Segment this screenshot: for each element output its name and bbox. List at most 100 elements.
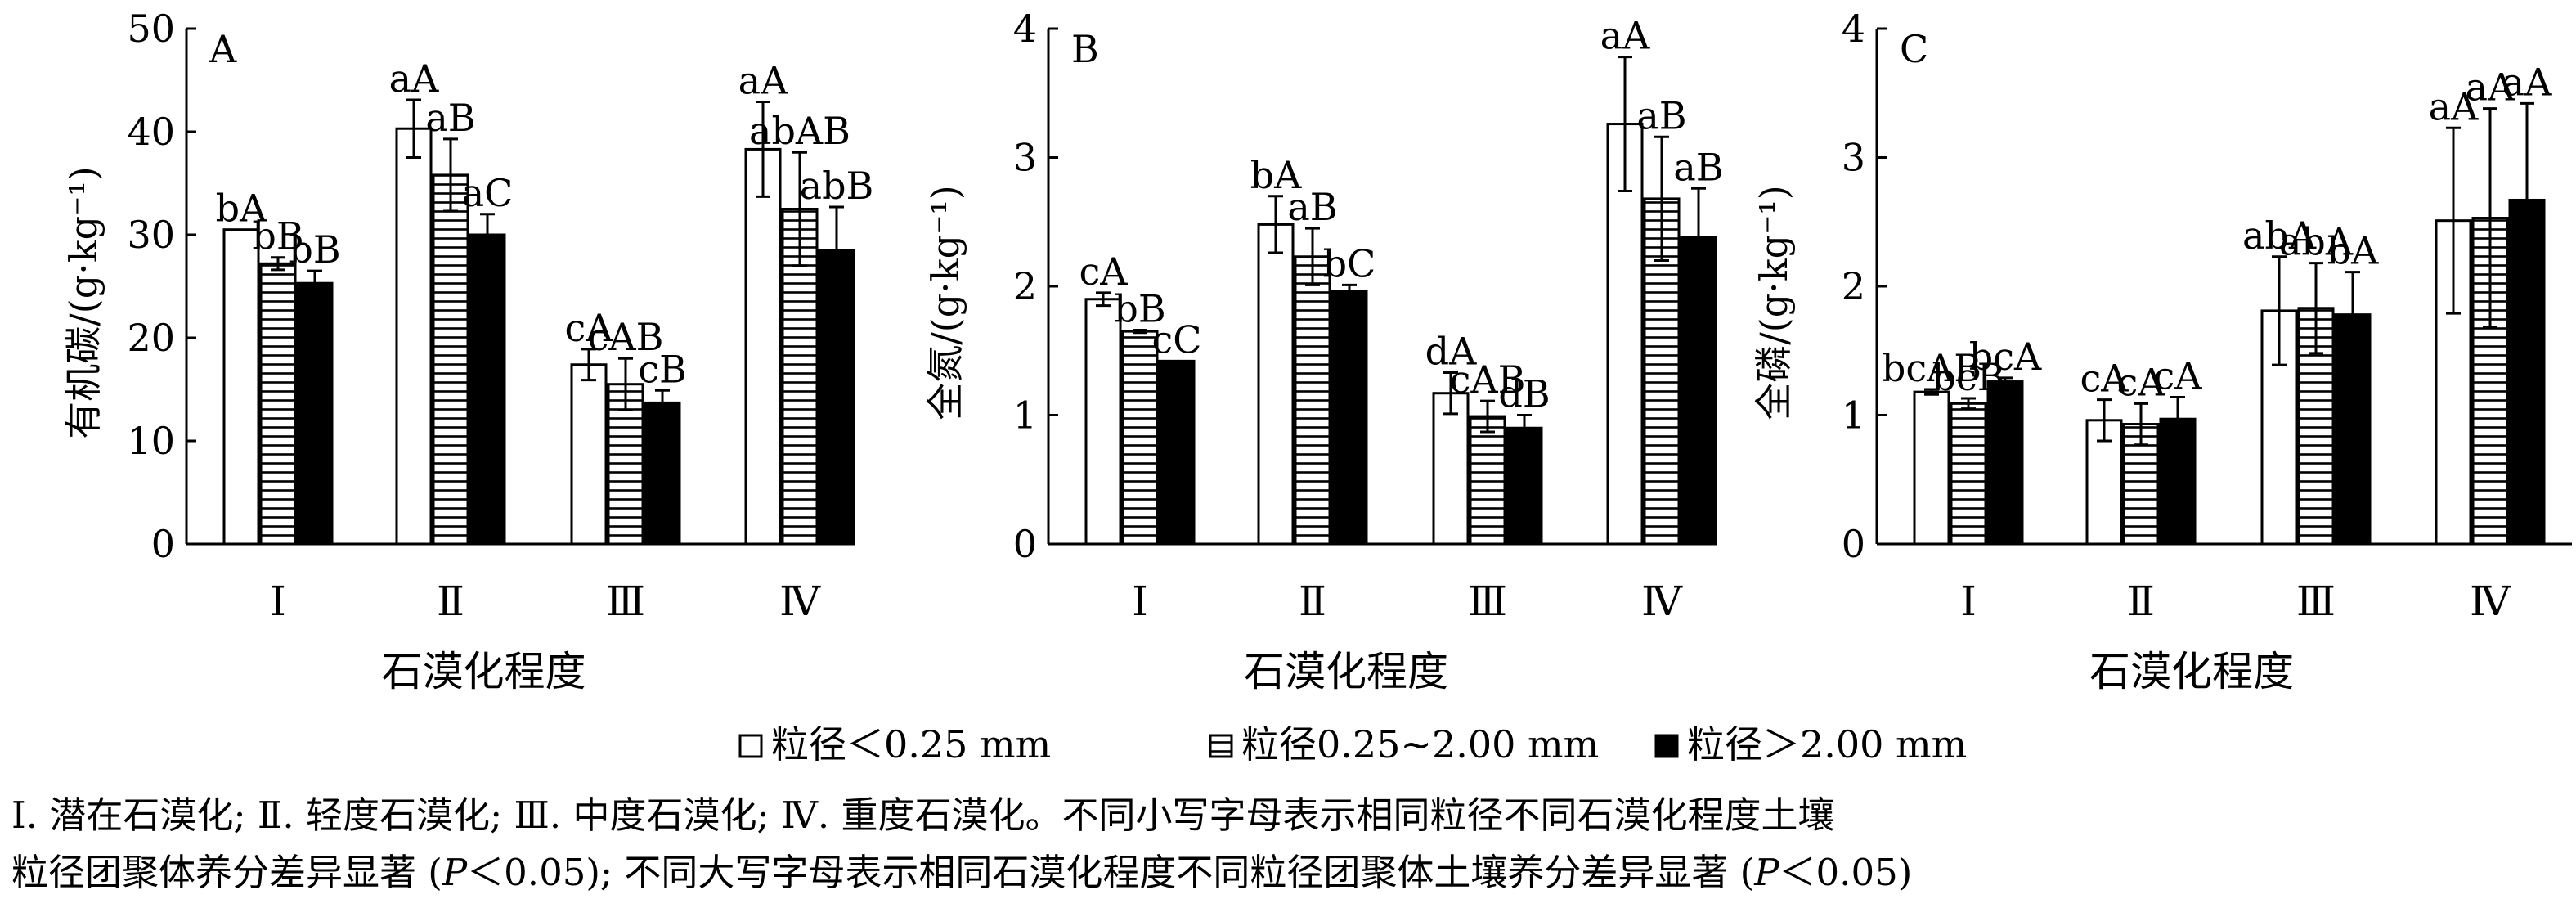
significance-label: aB	[1636, 93, 1686, 137]
bar-lt025-3	[1432, 392, 1470, 546]
significance-label: aA	[2429, 84, 2479, 128]
significance-label: aA	[738, 58, 788, 102]
bar-gt2-4	[1680, 236, 1717, 546]
bar-lt025-1	[1084, 298, 1122, 546]
bar-025to2-1	[1121, 330, 1159, 546]
legend-swatch-025to2	[1209, 734, 1233, 758]
significance-label: dA	[1425, 330, 1477, 374]
significance-label: aA	[1600, 14, 1650, 58]
y-tick-label: 2	[1842, 264, 1865, 308]
x-tick-label: Ⅳ	[1641, 578, 1683, 625]
significance-label: cA	[2117, 360, 2166, 404]
y-tick-label: 2	[1013, 264, 1037, 308]
caption-line-2: 粒径团聚体养分差异显著 (P＜0.05); 不同大写字母表示相同石漠化程度不同粒…	[11, 844, 2571, 901]
bar-gt2-1	[1986, 380, 2024, 546]
bar-gt2-4	[2508, 198, 2546, 546]
significance-label: aC	[462, 171, 514, 215]
bar-lt025-4	[744, 147, 782, 546]
caption-text: ＜0.05)	[1779, 851, 1913, 894]
y-axis-title: 有机碳/(g·kg⁻¹)	[61, 166, 105, 439]
bar-gt2-1	[1158, 359, 1196, 546]
significance-label: bA	[1250, 153, 1302, 197]
significance-label: abA	[2279, 220, 2354, 264]
bar-gt2-3	[1506, 426, 1543, 546]
bar-lt025-3	[570, 363, 608, 546]
caption-text: 粒径团聚体养分差异显著 (	[11, 851, 442, 894]
y-tick-label: 4	[1013, 7, 1037, 51]
significance-label: abB	[800, 164, 874, 208]
significance-label: aA	[389, 56, 439, 101]
significance-label: cA	[2080, 357, 2129, 401]
y-tick-label: 1	[1842, 393, 1865, 438]
x-tick-label: Ⅰ	[1960, 578, 1977, 625]
x-tick-label: Ⅰ	[1132, 578, 1148, 625]
y-tick-label: 30	[127, 213, 175, 257]
y-tick-label: 0	[151, 522, 175, 566]
significance-label: abA	[2242, 214, 2317, 258]
x-tick-label: Ⅲ	[606, 578, 645, 625]
bar-gt2-1	[296, 281, 334, 546]
x-axis-title: 石漠化程度	[1244, 648, 1448, 695]
bar-gt2-2	[1331, 290, 1368, 546]
bar-lt025-1	[1913, 390, 1950, 546]
bar-lt025-3	[2260, 309, 2298, 546]
x-tick-label: Ⅳ	[779, 578, 821, 625]
significance-label: cA	[565, 306, 614, 350]
chart-panel-c: 01234全磷/(g·kg⁻¹)CbcABbcBbcAⅠcAcAcAⅡabAab…	[1752, 7, 2572, 695]
y-tick-label: 1	[1013, 393, 1037, 438]
panel-label: B	[1071, 27, 1099, 71]
legend-swatch-lt025	[738, 734, 763, 758]
significance-label: bB	[289, 227, 340, 272]
caption-p-symbol: P	[1754, 851, 1779, 894]
figure-caption: Ⅰ. 潜在石漠化; Ⅱ. 轻度石漠化; Ⅲ. 中度石漠化; Ⅳ. 重度石漠化。不…	[11, 787, 2571, 901]
significance-label: cB	[638, 347, 687, 391]
significance-label: abAB	[749, 109, 850, 153]
bar-gt2-3	[644, 401, 681, 546]
legend-label: 粒径0.25~2.00 mm	[1241, 722, 1599, 766]
caption-line-1: Ⅰ. 潜在石漠化; Ⅱ. 轻度石漠化; Ⅲ. 中度石漠化; Ⅳ. 重度石漠化。不…	[11, 793, 1835, 837]
significance-label: bB	[252, 214, 303, 258]
significance-label: aB	[425, 96, 475, 140]
legend-label: 粒径＞2.00 mm	[1687, 722, 1967, 766]
significance-label: aB	[1287, 185, 1337, 229]
legend: 粒径＜0.25 mm 粒径0.25~2.00 mm 粒径＞2.00 mm	[738, 722, 1967, 766]
x-tick-label: Ⅱ	[2127, 578, 2155, 625]
significance-label: cA	[1079, 249, 1129, 294]
x-tick-label: Ⅱ	[1299, 578, 1326, 625]
chart-panel-a: 01020304050有机碳/(g·kg⁻¹)AbAbBbBⅠaAaBaCⅡcA…	[61, 7, 873, 695]
significance-label: bA	[216, 187, 267, 231]
significance-label: cAB	[588, 315, 664, 359]
y-tick-label: 4	[1842, 7, 1865, 51]
y-tick-label: 50	[127, 7, 175, 51]
panel-label: A	[209, 27, 237, 71]
bar-lt025-2	[1257, 223, 1295, 546]
x-tick-label: Ⅲ	[2296, 578, 2336, 625]
y-tick-label: 3	[1013, 136, 1037, 180]
significance-label: bC	[1323, 241, 1376, 285]
y-axis-title: 全氮/(g·kg⁻¹)	[923, 185, 967, 420]
y-tick-label: 3	[1842, 136, 1865, 180]
legend-swatch-gt2	[1654, 734, 1679, 758]
figure: 01020304050有机碳/(g·kg⁻¹)AbAbBbBⅠaAaBaCⅡcA…	[61, 7, 2572, 766]
bar-lt025-1	[222, 228, 260, 546]
caption-p-symbol: P	[442, 851, 468, 894]
panel-label: C	[1900, 27, 1928, 71]
y-tick-label: 20	[127, 316, 175, 360]
bar-gt2-2	[469, 233, 506, 546]
bar-025to2-1	[1950, 402, 1987, 546]
y-axis-title: 全磷/(g·kg⁻¹)	[1752, 185, 1796, 420]
significance-label: bB	[1114, 287, 1165, 331]
legend-label: 粒径＜0.25 mm	[771, 722, 1051, 766]
y-tick-label: 40	[127, 110, 175, 154]
significance-label: cC	[1152, 317, 1202, 362]
y-tick-label: 0	[1842, 522, 1865, 566]
x-tick-label: Ⅱ	[437, 578, 464, 625]
significance-label: dB	[1498, 372, 1550, 416]
caption-text: ＜0.05); 不同大写字母表示相同石漠化程度不同粒径团聚体土壤养分差异显著 (	[467, 851, 1755, 894]
significance-label: aA	[2502, 60, 2552, 104]
x-tick-label: Ⅲ	[1468, 578, 1507, 625]
significance-label: aB	[1673, 145, 1723, 189]
bar-025to2-3	[1469, 415, 1506, 546]
x-axis-title: 石漠化程度	[382, 648, 586, 695]
bar-025to2-1	[259, 262, 297, 546]
